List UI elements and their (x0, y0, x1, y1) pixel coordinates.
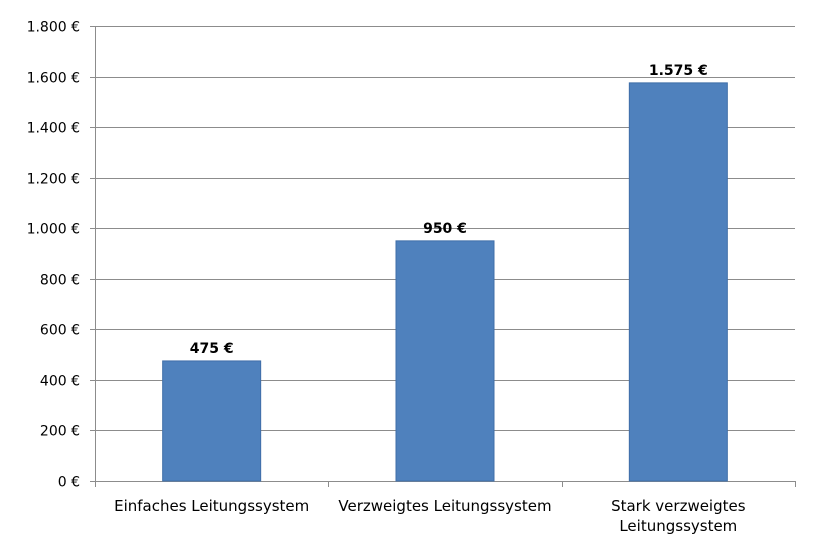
category-label: Einfaches Leitungssystem (114, 497, 309, 515)
data-label: 475 € (190, 341, 234, 357)
y-tick-label: 1.600 € (27, 71, 80, 87)
y-tick-label: 800 € (40, 273, 80, 289)
data-label: 1.575 € (649, 63, 708, 79)
bar (162, 360, 262, 482)
bar (628, 82, 728, 482)
y-tick-label: 1.000 € (27, 222, 80, 238)
y-tick-label: 200 € (40, 424, 80, 440)
category-label: Leitungssystem (619, 517, 737, 535)
y-tick-label: 1.200 € (27, 172, 80, 188)
bars (162, 82, 728, 482)
labels: 0 € 200 € 400 € 600 € 800 € 1.000 € 1.200 € 1.4… (27, 20, 746, 536)
y-tick-label: 1.400 € (27, 121, 80, 137)
category-label: Verzweigtes Leitungssystem (338, 497, 551, 515)
y-tick-label: 1.800 € (27, 20, 80, 36)
y-tick-label: 400 € (40, 374, 80, 390)
category-label: Stark verzweigtes (611, 497, 746, 515)
y-tick-label: 600 € (40, 323, 80, 339)
bar (395, 240, 495, 482)
y-tick-label: 0 € (58, 475, 80, 491)
data-label: 950 € (423, 221, 467, 237)
